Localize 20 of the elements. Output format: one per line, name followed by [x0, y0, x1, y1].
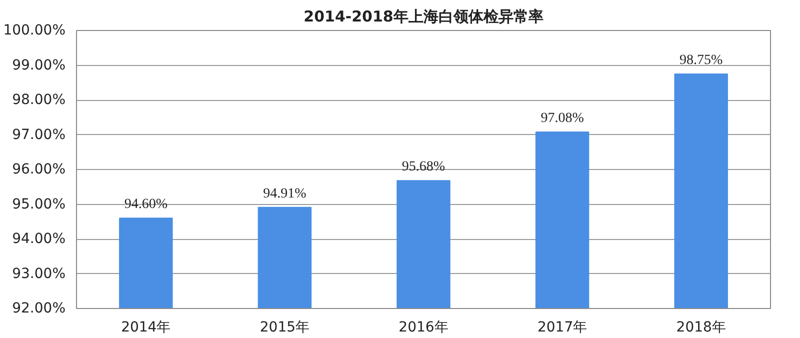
- y-tick-label: 95.00%: [12, 196, 66, 212]
- x-tick-label: 2018年: [676, 320, 726, 336]
- y-tick-label: 100.00%: [3, 22, 66, 38]
- x-tick-label: 2016年: [398, 320, 448, 336]
- y-tick-label: 94.00%: [12, 231, 66, 247]
- data-label: 94.91%: [263, 186, 307, 202]
- data-label: 95.68%: [402, 160, 446, 175]
- y-tick-label: 97.00%: [12, 126, 66, 143]
- x-tick-label: 2015年: [260, 320, 310, 336]
- y-tick-label: 93.00%: [12, 266, 66, 282]
- x-tick-label: 2017年: [537, 320, 588, 336]
- y-tick-label: 99.00%: [12, 57, 66, 74]
- chart-title: 2014-2018年上海白领体检异常率: [304, 8, 544, 26]
- data-label: 98.75%: [680, 52, 724, 68]
- data-label: 94.60%: [124, 197, 168, 212]
- y-tick-label: 98.00%: [12, 92, 66, 108]
- y-tick-label: 96.00%: [12, 162, 66, 178]
- x-tick-label: 2014年: [121, 320, 171, 336]
- data-label: 97.08%: [540, 110, 584, 126]
- y-tick-label: 92.00%: [12, 300, 66, 316]
